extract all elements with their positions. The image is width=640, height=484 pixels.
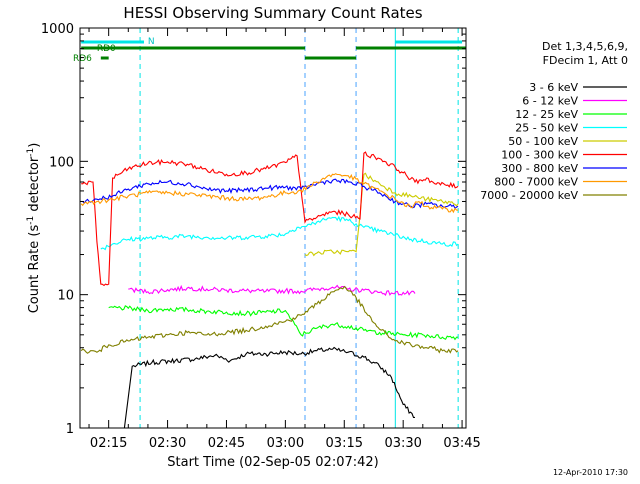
- legend-label-7: 800 - 7000 keV: [494, 176, 578, 189]
- flag-label-rd0: RD0: [97, 44, 116, 54]
- x-tick-label: 03:00: [267, 436, 304, 451]
- series-line-1: [128, 284, 416, 296]
- plot-frame: [79, 27, 467, 429]
- y-axis-label-end: ): [27, 143, 42, 148]
- plot-area: N RD0 RD6: [73, 28, 466, 429]
- legend-label-2: 12 - 25 keV: [515, 108, 578, 121]
- series-line-4: [304, 172, 459, 257]
- legend-label-4: 50 - 100 keV: [508, 135, 578, 148]
- series-line-3: [100, 215, 459, 251]
- y-tick-label: 100: [49, 155, 74, 170]
- series-line-8: [80, 285, 459, 354]
- series-line-2: [108, 305, 459, 341]
- x-tick-label: 02:45: [208, 436, 245, 451]
- timestamp: 12-Apr-2010 17:30: [553, 468, 628, 477]
- legend-header-line2: FDecim 1, Att 0: [543, 54, 628, 67]
- legend-label-3: 25 - 50 keV: [515, 122, 578, 135]
- y-tick-label: 1: [66, 422, 74, 437]
- legend-header-line1: Det 1,3,4,5,6,9,: [542, 40, 628, 53]
- y-tick-label: 1000: [41, 22, 74, 37]
- flag-label-n: N: [148, 37, 155, 47]
- series-line-7: [80, 173, 459, 214]
- x-tick-label: 02:15: [90, 436, 127, 451]
- y-axis-label-sup1: -1: [26, 216, 36, 225]
- flag-label-rd6: RD6: [73, 54, 92, 64]
- x-tick-label: 03:15: [326, 436, 363, 451]
- legend-label-6: 300 - 800 keV: [501, 162, 578, 175]
- x-tick-label: 03:45: [443, 436, 480, 451]
- chart-title: HESSI Observing Summary Count Rates: [123, 4, 422, 22]
- legend-label-0: 3 - 6 keV: [529, 81, 578, 94]
- y-axis-label: Count Rate (s-1 detector-1): [26, 143, 42, 314]
- legend-label-8: 7000 - 20000 keV: [480, 189, 578, 202]
- legend-label-1: 6 - 12 keV: [522, 95, 578, 108]
- y-axis-label-main: Count Rate (s: [27, 225, 42, 314]
- series-line-5: [81, 151, 459, 287]
- y-axis-label-sup2: -1: [26, 148, 36, 157]
- y-axis-label-mid: detector: [27, 156, 42, 216]
- x-tick-label: 03:30: [384, 436, 421, 451]
- legend-label-5: 100 - 300 keV: [501, 149, 578, 162]
- series-line-6: [81, 178, 459, 210]
- axes: 1 10 100 1000 02:15 02:30 02:45 03:00 03:15 03:30…: [41, 22, 481, 451]
- y-tick-label: 10: [57, 289, 74, 304]
- x-tick-label: 02:30: [149, 436, 186, 451]
- series-line-0: [123, 346, 415, 429]
- x-axis-label: Start Time (02-Sep-05 02:07:42): [167, 455, 378, 470]
